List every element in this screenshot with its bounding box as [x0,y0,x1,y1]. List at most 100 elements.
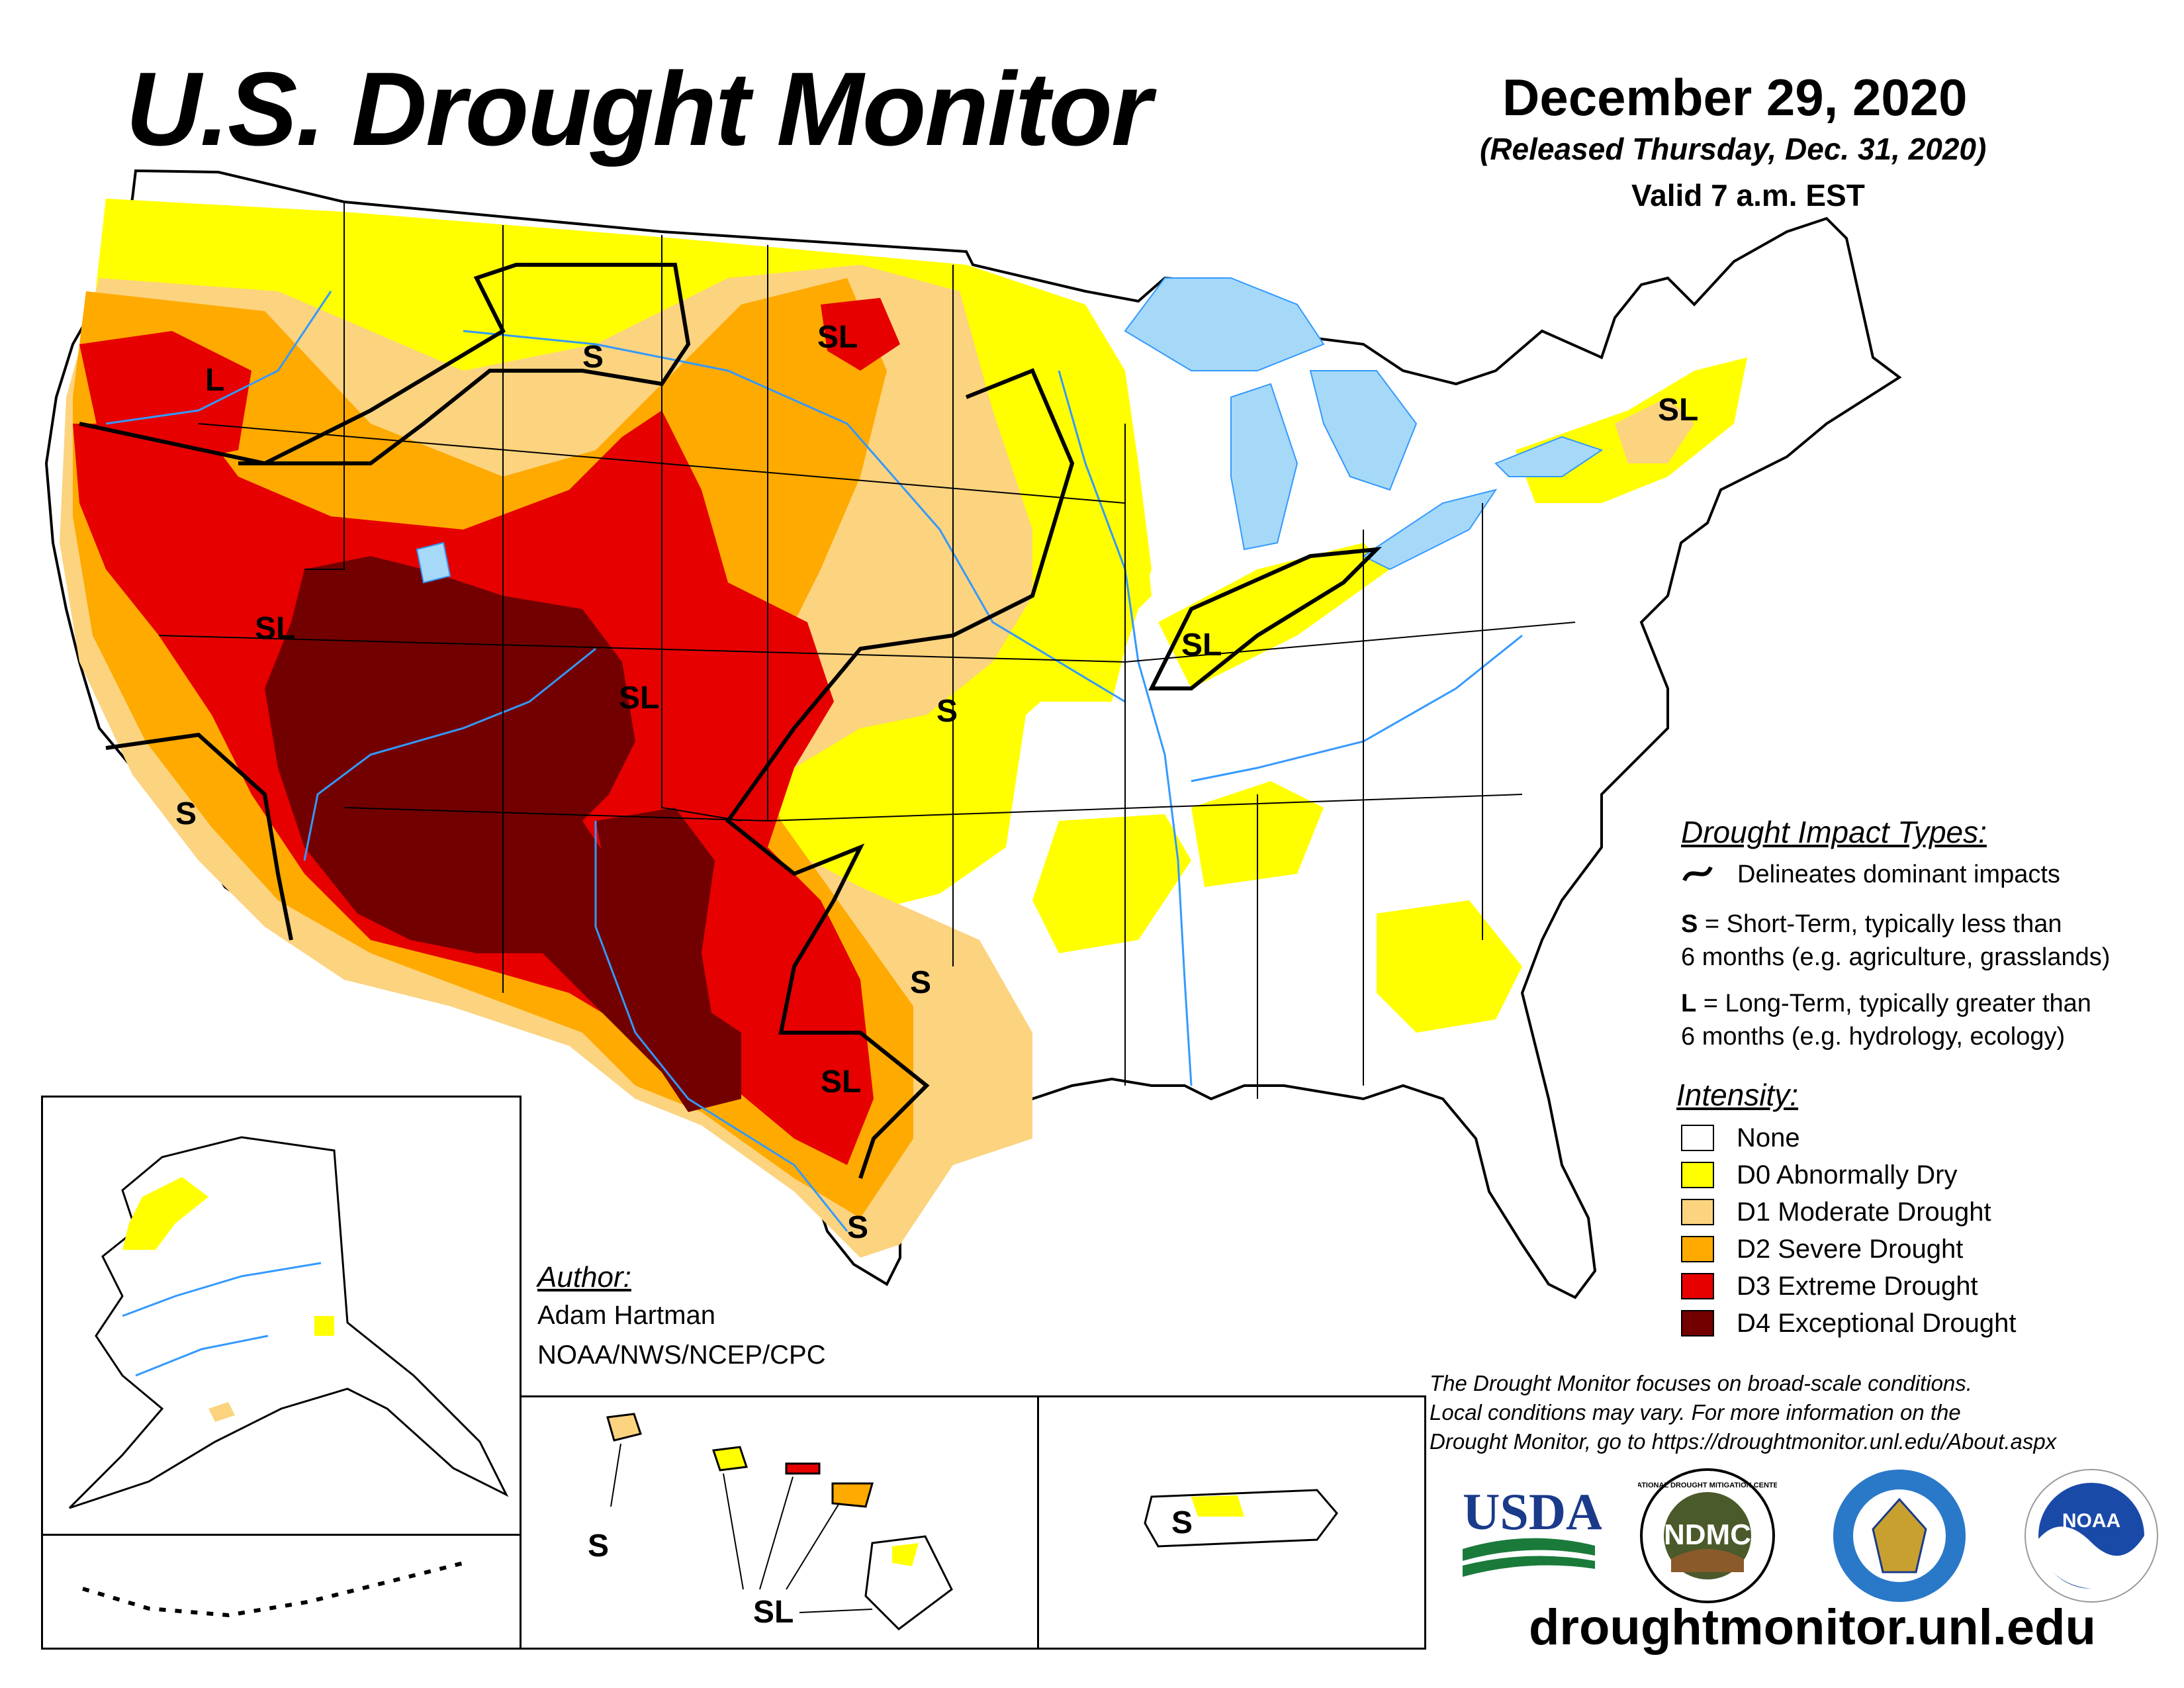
aleutian-inset [41,1534,522,1650]
kauai-pointer [610,1443,621,1507]
usda-logo-text: USDA [1463,1483,1602,1540]
rio-grande [594,821,848,1232]
legend-label-d3: D3 Extreme Drought [1737,1271,1978,1301]
puerto-rico-label: S [1171,1505,1193,1540]
great-salt-lake [416,541,451,584]
d4-area-west-texas [596,808,715,1072]
note-line-3: Drought Monitor, go to https://droughtmo… [1430,1429,2057,1454]
legend-swatch-d1 [1681,1199,1714,1225]
noaa-logo: NOAA [2025,1469,2158,1603]
impact-line-california [105,732,293,941]
lake-huron [1309,370,1418,491]
alaska-outline [68,1136,509,1509]
state-line-lat-south [343,794,1523,822]
map-title: U.S. Drought Monitor [126,51,1152,167]
legend-label-d1: D1 Moderate Drought [1737,1197,1991,1227]
ndmc-logo: NDMC NATIONAL DROUGHT MITIGATION CENTER [1638,1468,1777,1603]
release-date: (Released Thursday, Dec. 31, 2020) [1480,132,1987,166]
hawaii-label-sl: SL [753,1595,794,1630]
legend-swatch-d4 [1681,1310,1714,1336]
kauai [606,1413,642,1442]
author-name: Adam Hartman [537,1301,715,1330]
long-term-key: L [1681,990,1697,1017]
d0-area-arkansas [1032,814,1191,953]
impact-label-nd: SL [817,320,858,355]
puerto-rico-inset: S [1037,1395,1426,1650]
state-line-plains-west [661,235,742,821]
state-line-lat-north [198,423,1126,504]
state-line-lat-mid [158,622,1576,663]
impact-label-mt: S [582,340,604,375]
note-line-2: Local conditions may vary. For more info… [1430,1400,1961,1425]
short-term-key: S [1681,910,1698,938]
lake-ontario [1494,436,1604,477]
alaska-d1 [208,1402,235,1422]
website-url: droughtmonitor.unl.edu [1529,1599,2096,1656]
big-island-pointer [799,1609,873,1613]
mississippi-river [1058,370,1193,1086]
long-term-desc: L = Long-Term, typically greater than [1681,990,2091,1018]
delineation-desc: Delineates dominant impacts [1737,861,2060,888]
legend-label-d4: D4 Exceptional Drought [1737,1308,2017,1338]
long-term-examples: 6 months (e.g. hydrology, ecology) [1681,1023,2066,1051]
impact-label-tx-central: SL [821,1064,861,1100]
intensity-heading: Intensity: [1676,1078,1799,1112]
legend-swatch-none [1681,1125,1714,1151]
yukon-river [122,1262,322,1317]
author-org: NOAA/NWS/NCEP/CPC [537,1340,826,1370]
impact-label-nv: SL [255,611,295,646]
ndmc-ring-text: NATIONAL DROUGHT MITIGATION CENTER [1638,1481,1777,1489]
big-island [864,1535,953,1630]
maui-pointer [786,1503,840,1590]
d3-area-washington [79,331,251,463]
alaska-inset [41,1096,522,1536]
legend-label-d2: D2 Severe Drought [1737,1234,1964,1264]
ndmc-logo-text: NDMC [1664,1519,1751,1551]
map-date: December 29, 2020 [1502,68,1968,126]
impact-types-heading: Drought Impact Types: [1681,815,1987,849]
legend-d3: D3 Extreme Drought [1681,1271,1978,1301]
impact-label-wa: L [205,363,224,398]
alaska-d0-west [122,1177,208,1250]
impact-line-north [79,263,691,466]
state-line-lon-west [304,202,345,570]
aleutian-map [82,1560,467,1618]
author-heading: Author: [537,1261,631,1293]
legend-label-none: None [1737,1123,1800,1152]
legend-swatch-d3 [1681,1273,1714,1299]
short-term-text: = Short-Term, typically less than [1698,910,2062,938]
legend-label-d0: D0 Abnormally Dry [1737,1160,1958,1190]
impact-boundaries [79,263,1383,1179]
lake-superior [1124,277,1325,371]
impact-label-oh: SL [1181,628,1222,663]
molokai [785,1462,821,1475]
valid-time: Valid 7 a.m. EST [1631,178,1865,212]
impact-line-plains [725,368,1075,1179]
maui [831,1482,874,1508]
puerto-rico-d0 [1191,1495,1244,1517]
hawaii-inset: S SL [520,1395,1039,1650]
d0-area-southeast [1377,900,1522,1033]
alaska-rivers [122,1262,322,1377]
d1-area-northeast [1615,397,1694,463]
delineation-symbol [1682,866,1713,882]
aleutian-islands [82,1560,467,1618]
legend-d2: D2 Severe Drought [1681,1234,1963,1264]
impact-label-ks: S [936,694,958,729]
puerto-rico-outline [1144,1489,1338,1548]
oahu-pointer [723,1473,744,1590]
impact-line-ohio [1148,547,1383,690]
lake-michigan [1230,383,1298,551]
hawaii-pointer-lines [610,1443,873,1613]
legend-d4: D4 Exceptional Drought [1681,1308,2016,1338]
short-term-desc: S = Short-Term, typically less than [1681,910,2062,939]
kuskokwim-river [135,1335,269,1377]
colorado-river [303,647,596,861]
noaa-logo-text: NOAA [2062,1510,2120,1532]
short-term-examples: 6 months (e.g. agriculture, grasslands) [1681,943,2111,971]
great-lakes [416,277,1604,584]
commerce-logo [1833,1470,1966,1602]
d0-area-ohio [1158,543,1390,688]
hawaii-map: S SL [588,1413,953,1630]
